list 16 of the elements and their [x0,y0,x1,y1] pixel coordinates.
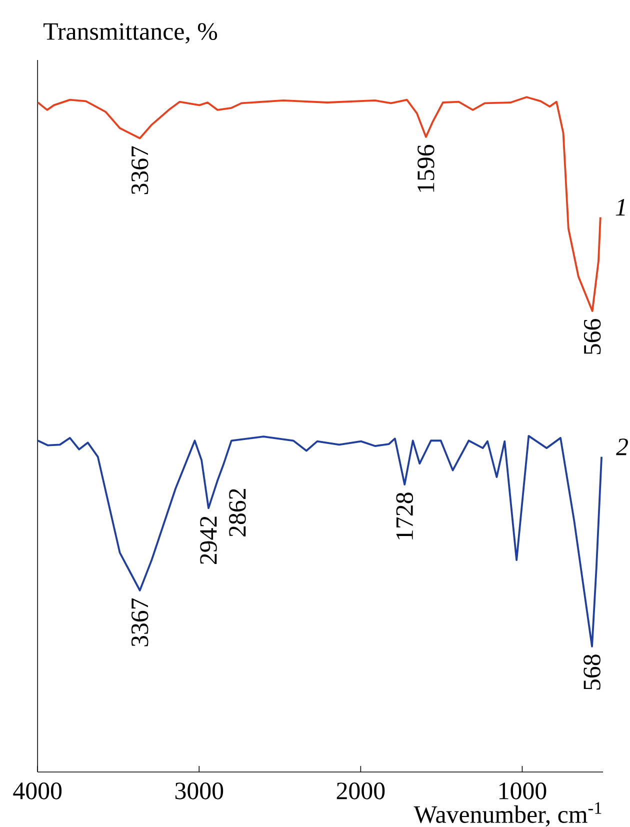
annotation: 3367 [131,598,148,646]
annotation: 2862 [229,489,246,536]
series-label: 2 [616,438,628,456]
x-tick-label: 4000 [13,782,62,800]
annotation: 568 [584,654,600,690]
annotation: 3367 [131,146,148,194]
annotation: 566 [584,318,601,354]
series-label: 1 [616,199,625,216]
annotation: 1728 [396,492,414,540]
x-tick-label: 2000 [336,782,385,800]
annotation: 1596 [418,144,434,192]
y-axis-title: Transmittance, % [44,23,218,44]
x-axis-title: Wavenumber, cm$^{-1}$ [414,802,602,827]
x-tick-label: 3000 [175,782,224,800]
annotation: 2942 [200,516,217,564]
x-tick-label: 1000 [500,782,546,800]
